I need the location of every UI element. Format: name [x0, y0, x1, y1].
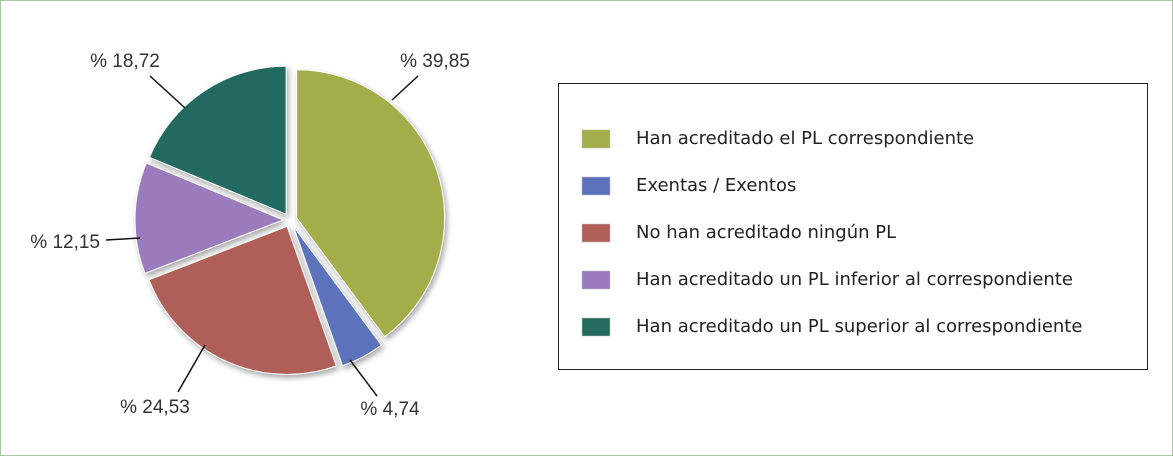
pie-slice	[148, 65, 287, 215]
legend-swatch	[581, 129, 611, 149]
legend-swatch	[581, 223, 611, 243]
leader-line	[349, 359, 378, 397]
legend-label: No han acreditado ningún PL	[636, 222, 896, 243]
legend-label: Han acreditado un PL superior al corresp…	[636, 316, 1082, 337]
data-label: % 12,15	[30, 232, 100, 253]
legend-label: Han acreditado el PL correspondiente	[636, 128, 974, 149]
pie-slice	[296, 69, 446, 338]
legend-swatch	[581, 176, 611, 196]
legend-box	[558, 83, 1148, 370]
leader-line	[391, 75, 419, 101]
leader-line	[177, 344, 206, 393]
legend-label: Han acreditado un PL inferior al corresp…	[636, 269, 1073, 290]
data-label: % 4,74	[360, 399, 420, 420]
data-label: % 39,85	[400, 51, 470, 72]
leader-line	[105, 237, 141, 241]
data-label: % 18,72	[90, 51, 160, 72]
legend-swatch	[581, 270, 611, 290]
pie-slice	[292, 225, 383, 367]
legend-swatch	[581, 317, 611, 337]
pie	[134, 65, 446, 375]
data-label: % 24,53	[120, 397, 190, 418]
pie-slice	[148, 225, 338, 375]
leader-line	[149, 75, 186, 109]
pie-slice	[134, 162, 285, 274]
legend-label: Exentas / Exentos	[636, 175, 796, 196]
